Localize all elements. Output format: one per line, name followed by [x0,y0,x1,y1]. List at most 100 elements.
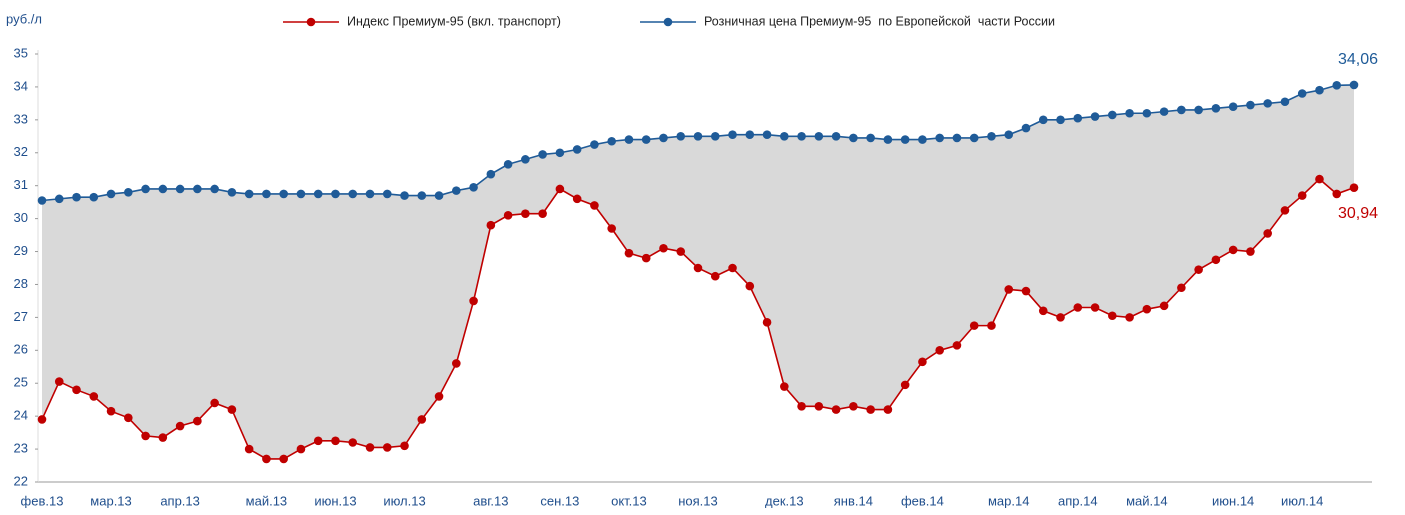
data-point [935,346,944,355]
data-point [227,187,237,197]
y-tick-label: 29 [14,243,28,258]
data-point [313,189,323,199]
data-point [693,263,703,273]
data-point [469,296,478,306]
data-point [1038,115,1048,125]
data-point [572,145,582,154]
data-point [262,454,271,464]
y-tick-label: 25 [14,375,28,390]
data-point [641,253,651,263]
data-point [1108,110,1117,120]
data-point [900,380,910,390]
data-point [141,184,150,194]
data-point [987,321,996,330]
y-tick-label: 27 [14,309,28,324]
data-point [1297,89,1307,98]
data-point [659,133,668,143]
data-point [1177,105,1186,115]
data-point [417,191,427,200]
data-point [1038,306,1048,316]
data-point [590,140,599,149]
data-point [780,132,789,141]
data-point [193,184,202,194]
data-point [54,194,64,204]
data-point [37,196,47,205]
data-point [814,132,824,141]
data-point [1056,115,1065,125]
x-tick-label: янв.14 [834,493,873,508]
x-tick-label: июл.14 [1281,493,1323,508]
data-point [849,133,858,143]
data-point [710,271,720,281]
data-point [106,189,116,199]
data-point [452,186,461,195]
data-point [244,189,254,199]
data-point [348,189,358,199]
data-point [37,415,47,424]
data-point [365,443,375,452]
y-tick-label: 30 [14,210,28,225]
x-tick-label: июн.14 [1212,493,1254,508]
x-tick-label: мар.14 [988,493,1029,508]
y-tick-label: 22 [14,473,28,488]
data-point [780,382,789,391]
data-point [607,136,616,146]
data-point [1263,99,1272,108]
data-point [607,224,616,233]
data-point [1177,283,1186,293]
y-tick-label: 31 [14,177,28,192]
data-point [382,443,392,452]
data-point [106,406,116,416]
data-point [1263,229,1272,238]
x-tick-label: мар.13 [90,493,131,508]
legend-label: Розничная цена Премиум-95 по Европейской… [704,14,1055,28]
data-point [624,135,634,144]
data-point [193,416,202,426]
data-point [693,132,703,141]
data-point [762,318,772,327]
x-tick-label: июн.13 [314,493,356,508]
data-point [814,401,824,411]
data-point [831,405,841,414]
data-point [849,401,858,411]
data-point [210,184,219,194]
data-point [969,321,979,330]
data-point [296,189,306,199]
data-point [279,189,288,199]
data-point [227,405,237,414]
data-point [1090,303,1100,312]
data-point [918,135,927,144]
data-point [883,135,893,144]
y-tick-label: 23 [14,441,28,456]
data-point [866,133,875,143]
data-point [710,132,720,141]
y-tick-label: 33 [14,111,28,126]
data-point [745,281,755,291]
data-point [313,436,323,446]
data-point [141,431,150,441]
data-point [1004,285,1014,294]
x-tick-label: фев.14 [901,493,944,508]
data-point [745,130,755,139]
data-point [1159,107,1169,116]
data-point [262,189,271,199]
data-point [935,133,944,143]
data-point [365,189,375,199]
data-point [987,132,996,141]
x-tick-label: апр.13 [160,493,200,508]
data-point [728,130,737,139]
data-point [503,211,513,220]
x-tick-label: фев.13 [21,493,64,508]
data-point [866,405,875,414]
data-point [659,243,668,253]
data-point [1315,85,1324,95]
data-point [279,454,288,464]
data-point [1073,113,1083,123]
y-axis-label: руб./л [6,11,42,26]
data-point [641,135,651,144]
y-tick-label: 26 [14,342,28,357]
data-point [175,184,185,194]
data-point [555,184,565,194]
x-tick-label: апр.14 [1058,493,1098,508]
